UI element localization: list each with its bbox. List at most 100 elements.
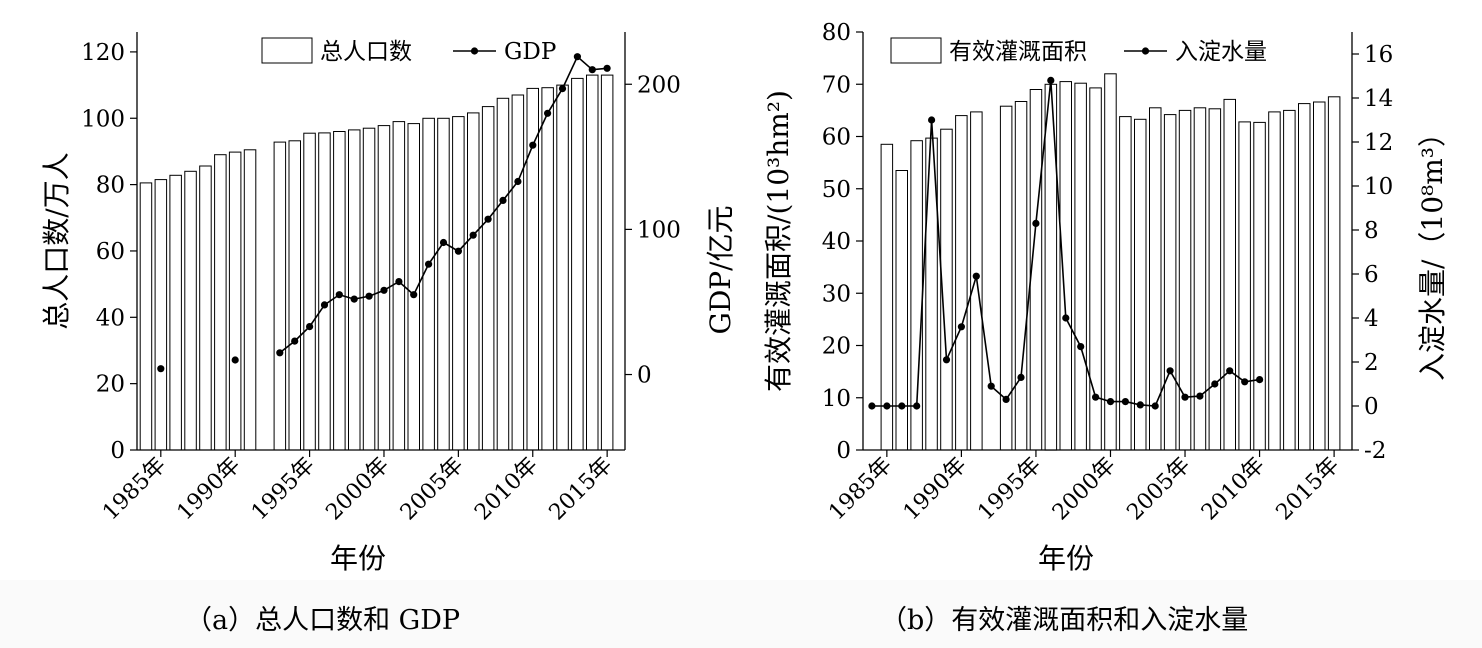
y-tick-label-left-b-50: 50 — [822, 177, 851, 203]
bar-a-1999 — [362, 127, 376, 451]
bar-a-1993 — [273, 141, 287, 451]
y-tick-label-right-b-16: 16 — [1364, 42, 1393, 68]
line-point-a-1985 — [157, 365, 165, 373]
bar-a-2014 — [586, 74, 599, 451]
line-point-b-2007 — [1211, 380, 1219, 388]
y-tick-label-right-b-12: 12 — [1364, 130, 1393, 156]
line-point-b-1984 — [868, 402, 876, 410]
line-point-a-2013 — [573, 53, 582, 61]
line-point-b-2008 — [1226, 367, 1234, 375]
legend-line-marker-b — [1141, 47, 1150, 55]
legend-line-marker-a — [470, 47, 479, 55]
line-point-a-2002 — [410, 291, 418, 299]
line-point-a-1999 — [365, 292, 373, 300]
line-point-a-2000 — [380, 286, 388, 294]
line-point-b-1993 — [1002, 395, 1010, 403]
y-tick-label-right-b-14: 14 — [1364, 86, 1393, 112]
line-point-a-1996 — [320, 301, 329, 309]
y-tick-label-right-b-4: 4 — [1364, 306, 1379, 332]
legend-bar-swatch-a — [261, 37, 313, 64]
line-point-a-1994 — [291, 337, 299, 345]
y-axis-title-right-b: 入淀水量/（10⁸m³） — [1416, 119, 1449, 381]
line-point-b-1990 — [957, 323, 966, 331]
legend-label-bars-b: 有效灌溉面积 — [949, 39, 1087, 65]
line-point-a-1993 — [276, 349, 284, 357]
bar-b-2009 — [1238, 121, 1251, 451]
line-point-b-2006 — [1196, 392, 1204, 400]
bar-b-2003 — [1149, 107, 1162, 451]
bar-b-2014 — [1313, 101, 1326, 451]
line-point-a-2011 — [544, 109, 552, 117]
line-point-b-1999 — [1092, 393, 1100, 401]
bar-b-2010 — [1253, 121, 1266, 451]
line-point-a-2008 — [499, 196, 507, 204]
bar-a-2007 — [481, 106, 495, 451]
bar-b-2012 — [1283, 109, 1296, 451]
bar-a-2009 — [511, 94, 525, 451]
line-point-a-2009 — [514, 177, 522, 186]
line-point-b-2003 — [1151, 402, 1159, 410]
y-tick-label-left-a-80: 80 — [96, 173, 125, 199]
line-point-b-2009 — [1241, 378, 1249, 386]
y-tick-label-left-b-30: 30 — [822, 281, 851, 307]
bar-a-1996 — [318, 132, 331, 451]
y-axis-title-left-a: 总人口数/万人 — [40, 152, 73, 329]
line-point-b-1986 — [898, 402, 906, 410]
line-point-a-1995 — [306, 323, 314, 331]
y-tick-label-left-a-120: 120 — [81, 40, 125, 66]
bar-a-1986 — [169, 174, 182, 451]
caption-panel-a: （a）总人口数和 GDP — [185, 605, 461, 636]
line-point-b-1995 — [1032, 219, 1040, 227]
y-tick-label-right-b-2: 2 — [1364, 350, 1379, 376]
bar-b-2002 — [1134, 118, 1147, 451]
line-point-a-2004 — [439, 238, 448, 247]
line-point-b-2004 — [1166, 367, 1174, 375]
bar-a-1990 — [228, 151, 242, 451]
line-point-a-2001 — [395, 278, 403, 286]
line-point-a-2014 — [588, 66, 596, 74]
y-tick-label-right-a-200: 200 — [637, 72, 681, 98]
bar-b-2007 — [1208, 108, 1222, 451]
line-point-b-1989 — [942, 356, 951, 364]
x-axis-title-b: 年份 — [1038, 542, 1094, 575]
y-tick-label-right-b-8: 8 — [1364, 218, 1379, 244]
bar-a-2012 — [556, 84, 569, 451]
line-point-a-1997 — [335, 291, 343, 299]
bar-a-2003 — [422, 117, 435, 451]
line-point-b-1994 — [1017, 373, 1025, 381]
bar-b-2013 — [1298, 103, 1311, 451]
y-tick-label-right-b--2: -2 — [1364, 438, 1386, 464]
line-point-a-1998 — [350, 295, 358, 303]
bar-a-2008 — [496, 97, 510, 451]
y-tick-label-right-a-0: 0 — [637, 363, 652, 389]
y-tick-label-left-b-60: 60 — [822, 125, 851, 151]
y-tick-label-right-b-0: 0 — [1364, 394, 1379, 420]
bar-a-1984 — [139, 182, 153, 451]
line-point-a-1990 — [231, 356, 239, 364]
bar-a-2006 — [467, 112, 480, 451]
bar-a-1994 — [288, 140, 301, 451]
caption-band — [0, 580, 1482, 648]
legend-label-line-a: GDP — [504, 39, 556, 65]
y-tick-label-right-b-10: 10 — [1364, 174, 1393, 200]
y-tick-label-left-a-60: 60 — [96, 239, 125, 265]
y-tick-label-left-a-40: 40 — [96, 305, 125, 331]
line-point-a-2005 — [454, 247, 462, 255]
bar-b-1994 — [1014, 101, 1028, 451]
line-point-a-2007 — [484, 215, 492, 223]
bar-b-2004 — [1163, 114, 1177, 451]
bar-b-2015 — [1327, 96, 1341, 451]
bar-a-1998 — [348, 129, 361, 451]
y-tick-label-left-b-70: 70 — [822, 72, 851, 98]
line-point-b-1997 — [1062, 314, 1070, 322]
line-point-a-2012 — [558, 85, 567, 93]
y-tick-label-left-a-20: 20 — [96, 372, 125, 398]
line-point-b-1996 — [1047, 76, 1055, 84]
line-point-b-2005 — [1181, 393, 1189, 401]
bar-b-1990 — [955, 115, 968, 451]
y-tick-label-right-b-6: 6 — [1364, 262, 1379, 288]
y-axis-title-left-b: 有效灌溉面积/(10³hm²) — [762, 90, 795, 392]
bar-a-1988 — [199, 165, 212, 451]
line-point-b-1987 — [913, 402, 921, 410]
